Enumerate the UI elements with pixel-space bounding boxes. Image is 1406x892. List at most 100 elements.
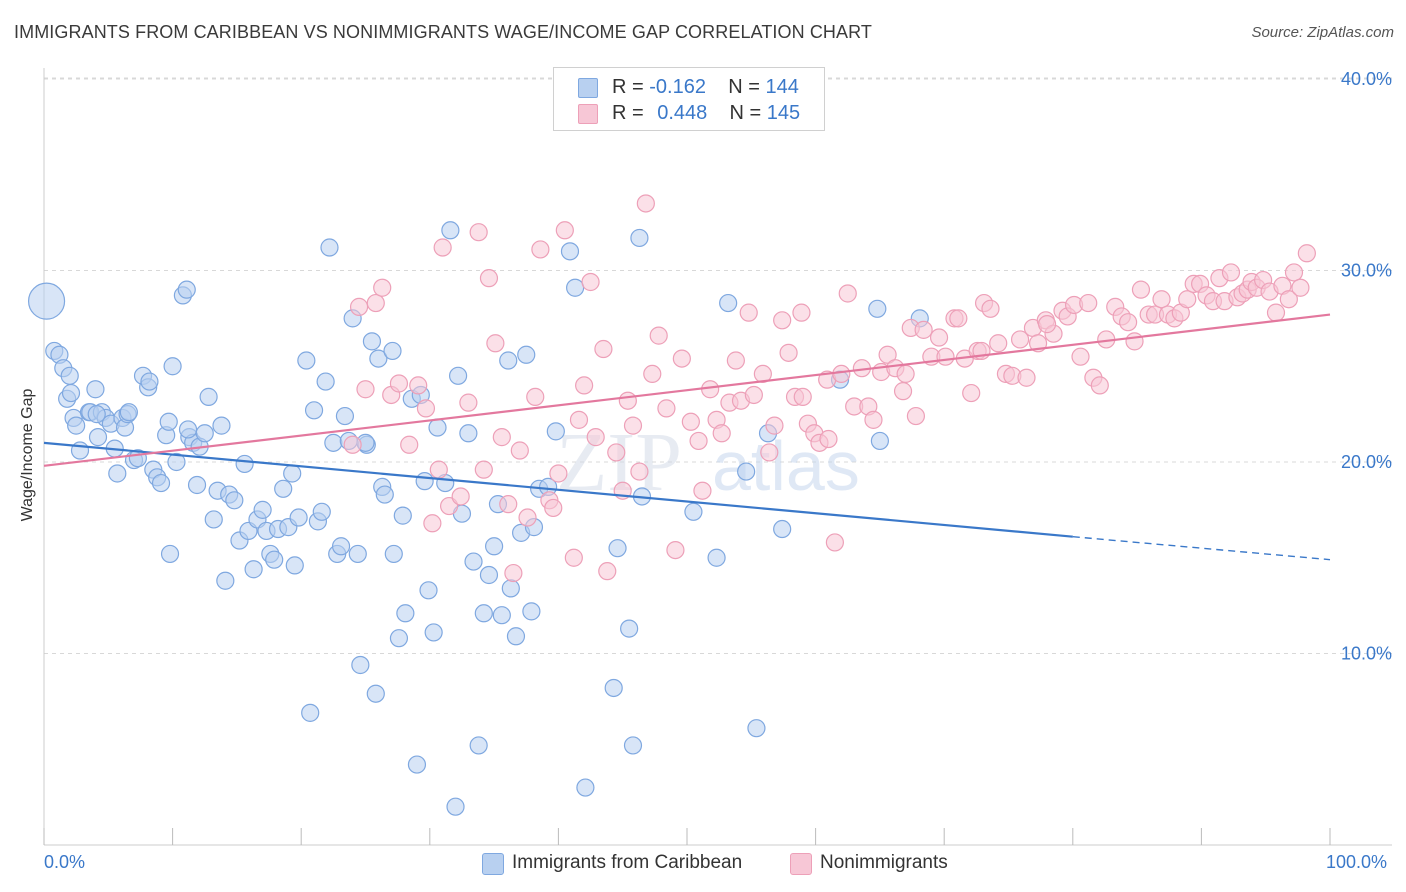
point-nonimmigrant xyxy=(549,464,568,483)
point-caribbean xyxy=(773,519,792,539)
point-nonimmigrant xyxy=(1118,313,1138,332)
point-nonimmigrant xyxy=(689,431,708,451)
point-nonimmigrant xyxy=(838,284,857,303)
point-caribbean xyxy=(428,418,447,437)
point-caribbean xyxy=(485,537,504,556)
point-nonimmigrant xyxy=(1284,263,1304,282)
point-nonimmigrant xyxy=(949,309,968,328)
point-caribbean xyxy=(178,420,198,439)
point-nonimmigrant xyxy=(581,272,600,292)
point-caribbean xyxy=(389,629,409,648)
point-nonimmigrant xyxy=(492,428,511,447)
point-caribbean xyxy=(566,278,585,297)
point-caribbean xyxy=(870,431,890,451)
point-nonimmigrant xyxy=(712,424,731,443)
point-caribbean xyxy=(151,473,171,493)
point-nonimmigrant xyxy=(1079,293,1098,313)
point-nonimmigrant xyxy=(906,406,926,426)
chart-title: IMMIGRANTS FROM CARIBBEAN VS NONIMMIGRAN… xyxy=(14,22,873,42)
point-nonimmigrant xyxy=(878,345,897,364)
point-caribbean xyxy=(623,736,643,755)
point-caribbean xyxy=(274,479,293,498)
trend-line-nonimmigrants xyxy=(43,313,1331,467)
point-nonimmigrant xyxy=(469,223,488,242)
y-tick-label: 40.0% xyxy=(1341,69,1392,89)
point-caribbean xyxy=(119,403,138,422)
point-caribbean xyxy=(86,380,105,399)
point-caribbean xyxy=(719,293,738,313)
point-nonimmigrant xyxy=(526,387,545,406)
y-tick-labels: 10.0% 20.0% 30.0% 40.0% xyxy=(1341,69,1392,664)
legend-r-label: R = xyxy=(612,76,644,98)
point-nonimmigrant xyxy=(504,563,523,583)
point-caribbean xyxy=(283,464,302,483)
point-nonimmigrant xyxy=(1178,290,1197,309)
point-caribbean xyxy=(522,602,541,621)
point-nonimmigrant xyxy=(510,441,529,460)
point-nonimmigrant xyxy=(479,269,499,288)
point-nonimmigrant xyxy=(598,562,617,581)
point-nonimmigrant xyxy=(607,443,626,462)
point-caribbean xyxy=(630,228,649,248)
point-nonimmigrant xyxy=(643,364,662,384)
point-nonimmigrant xyxy=(416,399,436,418)
point-nonimmigrant xyxy=(981,299,1000,318)
point-caribbean xyxy=(459,424,478,443)
point-caribbean xyxy=(737,462,756,481)
point-caribbean xyxy=(195,424,214,443)
point-nonimmigrant xyxy=(518,508,537,527)
point-nonimmigrant xyxy=(594,339,613,359)
series-legend: Immigrants from Caribbean Nonimmigrants xyxy=(0,852,1406,878)
point-caribbean xyxy=(375,485,394,504)
point-caribbean xyxy=(474,604,493,623)
point-caribbean xyxy=(499,351,518,370)
point-nonimmigrant xyxy=(896,364,915,384)
point-nonimmigrant xyxy=(753,364,772,384)
point-nonimmigrant xyxy=(989,334,1008,353)
point-caribbean xyxy=(415,472,434,491)
series-legend-swatch-pink xyxy=(790,853,812,875)
point-nonimmigrant xyxy=(1090,376,1109,395)
point-nonimmigrant xyxy=(366,293,385,313)
point-nonimmigrant xyxy=(914,320,933,339)
legend-n-value-nonimmigrants: 145 xyxy=(766,102,801,124)
point-caribbean xyxy=(448,366,468,385)
point-caribbean xyxy=(546,422,565,441)
series-legend-swatch-blue xyxy=(482,853,504,875)
point-caribbean xyxy=(67,416,86,435)
point-caribbean xyxy=(289,508,308,527)
point-nonimmigrant xyxy=(1221,263,1241,282)
point-nonimmigrant xyxy=(793,387,812,406)
series-legend-label-nonimmigrants: Nonimmigrants xyxy=(820,852,948,873)
point-caribbean xyxy=(479,565,499,585)
point-caribbean xyxy=(868,299,887,318)
point-nonimmigrant xyxy=(564,548,583,567)
point-nonimmigrant xyxy=(569,410,589,429)
point-nonimmigrant xyxy=(693,481,712,500)
point-nonimmigrant xyxy=(1125,332,1144,351)
legend-r-value-nonimmigrants: 0.448 xyxy=(657,102,708,124)
point-caribbean xyxy=(441,221,460,240)
point-nonimmigrant xyxy=(1152,290,1171,309)
point-nonimmigrant xyxy=(864,410,883,429)
point-caribbean xyxy=(265,550,284,569)
point-caribbean xyxy=(199,387,218,406)
point-caribbean xyxy=(88,428,108,447)
point-nonimmigrant xyxy=(779,343,798,362)
chart-source: Source: ZipAtlas.com xyxy=(1251,24,1394,41)
point-caribbean xyxy=(324,433,343,452)
point-nonimmigrant xyxy=(657,399,676,418)
point-nonimmigrant xyxy=(1279,290,1298,309)
point-nonimmigrant xyxy=(389,374,409,393)
point-nonimmigrant xyxy=(343,435,362,454)
watermark-atlas: atlas xyxy=(712,427,860,505)
point-caribbean xyxy=(383,341,402,361)
point-caribbean xyxy=(301,703,320,722)
point-caribbean xyxy=(244,560,263,579)
point-nonimmigrant xyxy=(832,364,851,384)
point-caribbean xyxy=(27,282,66,320)
point-nonimmigrant xyxy=(681,412,700,431)
point-caribbean xyxy=(348,544,367,564)
point-caribbean xyxy=(608,539,627,558)
